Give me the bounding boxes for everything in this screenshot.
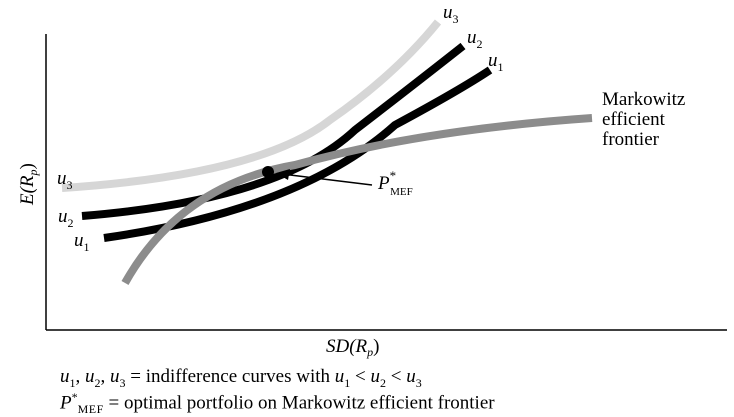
label-u1-top: u1	[488, 50, 504, 74]
optimal-portfolio-label: P* MEF	[377, 168, 413, 198]
frontier-label-line1: Markowitz	[602, 89, 685, 110]
frontier-label-line3: frontier	[602, 129, 660, 150]
indifference-curve-u3	[61, 19, 442, 192]
label-u2-top: u2	[467, 27, 483, 51]
y-axis-label: E(Rp)	[17, 163, 40, 206]
label-u3-top: u3	[443, 2, 459, 26]
frontier-label-line2: efficient	[602, 109, 666, 130]
legend-line-indifference: u1, u2, u3 = indifference curves with u1…	[60, 366, 422, 390]
optimal-portfolio-point	[262, 166, 274, 178]
indifference-curve-u1	[103, 66, 493, 242]
label-u2-left: u2	[58, 206, 74, 230]
label-u1-left: u1	[74, 230, 90, 254]
indifference-curve-u2	[81, 42, 466, 220]
label-u3-left: u3	[57, 168, 73, 192]
legend-line-optimal: P*MEF = optimal portfolio on Markowitz e…	[60, 390, 495, 417]
markowitz-efficient-frontier	[121, 114, 593, 285]
arrow-head	[276, 169, 290, 180]
x-axis-label: SD(Rp)	[326, 336, 379, 359]
optimal-portfolio-arrow	[281, 173, 373, 186]
